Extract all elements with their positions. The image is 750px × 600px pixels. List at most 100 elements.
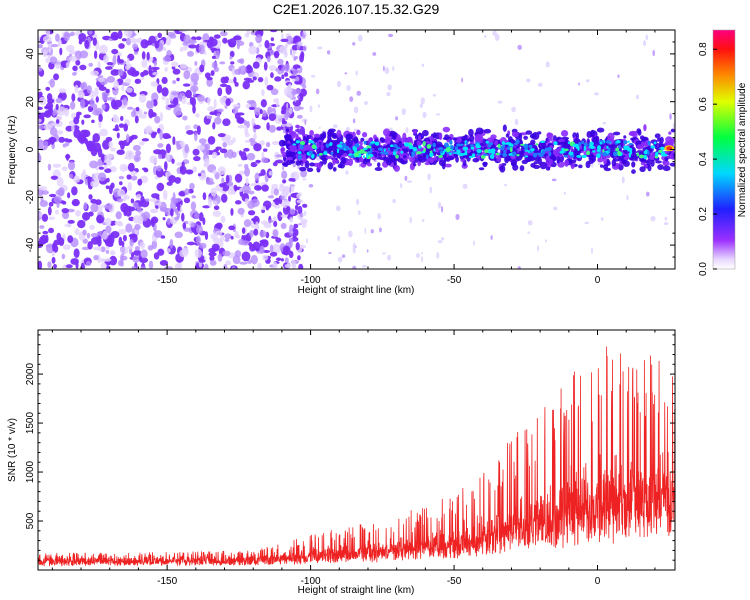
noise-blob — [255, 34, 263, 44]
signal-peak — [422, 141, 426, 147]
signal-peak — [408, 144, 414, 150]
noise-speckle — [337, 256, 343, 263]
noise-speckle — [296, 44, 301, 50]
noise-blob — [54, 209, 59, 215]
noise-speckle — [290, 172, 296, 179]
noise-blob — [157, 32, 162, 39]
noise-speckle — [621, 176, 625, 184]
y-tick-label: -40 — [25, 237, 36, 252]
noise-blob — [298, 92, 304, 102]
signal-peak — [653, 141, 657, 145]
noise-blob — [165, 143, 171, 154]
noise-blob — [98, 44, 108, 54]
signal-blob — [639, 166, 646, 173]
noise-blob — [267, 195, 275, 199]
noise-speckle — [409, 216, 412, 224]
y-tick-label: 20 — [25, 96, 36, 108]
noise-blob — [291, 44, 299, 51]
signal-blob — [668, 154, 674, 160]
noise-blob — [70, 258, 79, 265]
signal-blob — [468, 128, 474, 137]
noise-blob — [266, 55, 271, 63]
signal-blob — [352, 131, 356, 139]
noise-blob — [302, 84, 307, 89]
signal-blob — [413, 163, 417, 167]
noise-blob — [295, 76, 300, 82]
noise-blob — [268, 124, 276, 133]
noise-blob — [280, 38, 289, 43]
noise-speckle — [386, 91, 391, 97]
signal-blob — [325, 155, 333, 160]
signal-blob — [560, 129, 569, 137]
noise-speckle — [382, 65, 385, 72]
noise-blob — [178, 191, 186, 197]
noise-blob — [296, 114, 303, 119]
noise-blob — [186, 241, 196, 246]
noise-blob — [89, 160, 99, 169]
y-tick-label: -20 — [25, 190, 36, 205]
signal-blob — [499, 165, 506, 173]
noise-blob — [105, 136, 113, 142]
noise-speckle — [356, 198, 360, 206]
noise-speckle — [420, 97, 425, 105]
noise-speckle — [545, 61, 550, 68]
noise-blob — [190, 72, 200, 83]
noise-blob — [196, 144, 205, 151]
signal-blob — [594, 135, 599, 143]
noise-blob — [50, 43, 59, 48]
signal-peak — [497, 143, 501, 149]
noise-speckle — [427, 173, 431, 181]
noise-blob — [222, 37, 228, 44]
signal-blob — [402, 138, 411, 143]
signal-blob — [571, 159, 577, 164]
signal-peak — [578, 141, 582, 147]
signal-blob — [283, 162, 289, 167]
noise-blob — [261, 157, 269, 164]
noise-blob — [253, 124, 261, 130]
noise-blob — [264, 76, 269, 87]
signal-blob — [422, 129, 429, 137]
signal-peak — [628, 152, 632, 158]
signal-blob — [345, 133, 351, 142]
noise-blob — [39, 225, 45, 229]
noise-speckle — [288, 83, 292, 89]
noise-speckle — [645, 191, 650, 197]
noise-speckle — [308, 183, 314, 188]
noise-blob — [137, 178, 143, 186]
noise-blob — [129, 239, 134, 247]
signal-blob — [515, 145, 520, 149]
signal-peak — [450, 145, 455, 150]
noise-blob — [220, 193, 228, 203]
noise-blob — [259, 248, 265, 253]
noise-blob — [105, 225, 112, 234]
noise-blob — [71, 186, 78, 196]
noise-blob — [151, 239, 158, 250]
noise-blob — [122, 97, 128, 106]
noise-speckle — [461, 77, 464, 83]
signal-peak — [504, 142, 510, 145]
signal-blob — [353, 136, 359, 144]
noise-blob — [145, 198, 150, 202]
noise-speckle — [335, 205, 341, 212]
signal-peak — [599, 141, 602, 145]
noise-blob — [257, 77, 264, 83]
noise-blob — [134, 223, 141, 231]
noise-blob — [250, 198, 260, 208]
signal-peak — [432, 142, 436, 148]
noise-blob — [100, 246, 106, 253]
noise-blob — [196, 94, 205, 102]
noise-blob — [244, 132, 250, 138]
noise-blob — [224, 104, 228, 109]
y-tick-label: 1000 — [25, 460, 36, 483]
noise-blob — [249, 229, 254, 238]
noise-blob — [75, 59, 81, 66]
signal-blob — [494, 146, 499, 151]
signal-peak — [362, 155, 365, 159]
signal-blob — [655, 160, 662, 164]
signal-blob — [530, 139, 536, 145]
signal-blob — [302, 159, 306, 164]
noise-blob — [217, 87, 223, 97]
noise-blob — [228, 38, 237, 48]
noise-blob — [40, 234, 48, 245]
noise-speckle — [437, 201, 442, 209]
